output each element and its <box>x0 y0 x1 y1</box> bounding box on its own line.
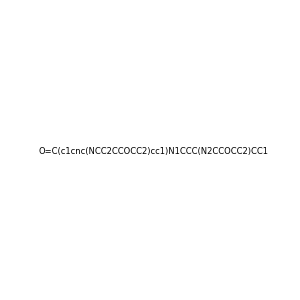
Text: O=C(c1cnc(NCC2CCOCC2)cc1)N1CCC(N2CCOCC2)CC1: O=C(c1cnc(NCC2CCOCC2)cc1)N1CCC(N2CCOCC2)… <box>39 147 269 156</box>
